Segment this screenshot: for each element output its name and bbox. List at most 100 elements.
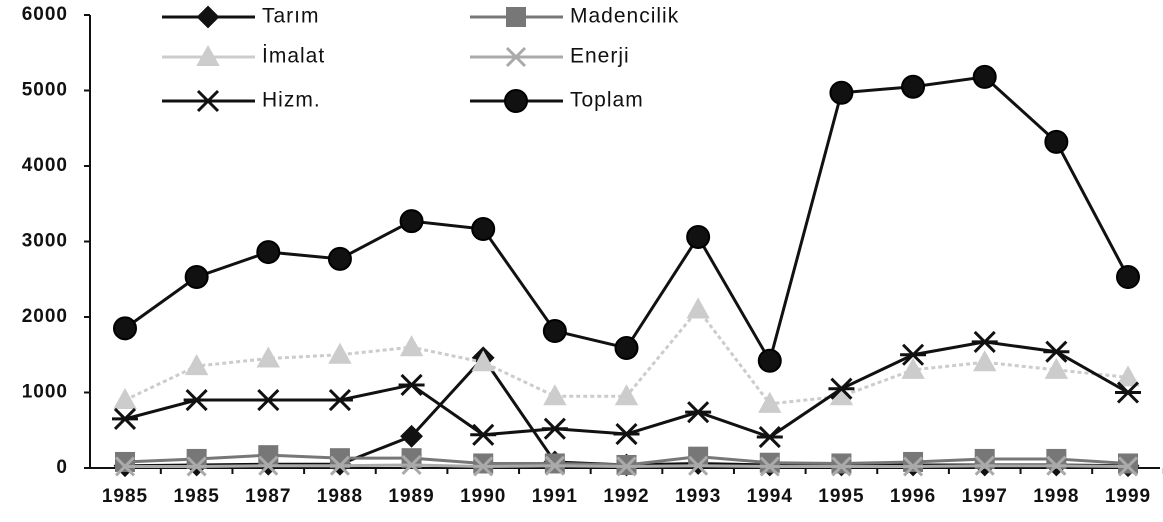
marker: [972, 64, 997, 89]
marker: [1046, 448, 1067, 469]
marker: [326, 388, 353, 412]
marker: [903, 456, 924, 477]
marker: [831, 456, 852, 477]
x-tick-label: 1998: [1033, 486, 1079, 507]
marker: [113, 316, 137, 341]
marker: [613, 422, 640, 446]
legend-text: Enerji: [570, 45, 630, 68]
marker: [504, 89, 528, 113]
marker: [473, 456, 494, 477]
marker: [544, 455, 565, 476]
x-tick-label: 1996: [890, 486, 936, 507]
marker: [184, 354, 209, 376]
marker: [900, 343, 927, 366]
marker: [399, 335, 424, 357]
marker: [256, 240, 281, 265]
marker: [1044, 357, 1069, 379]
marker: [974, 448, 995, 469]
x-tick-label: 1991: [532, 486, 578, 507]
marker: [688, 455, 709, 476]
marker: [1115, 381, 1141, 404]
marker: [258, 455, 279, 476]
marker: [759, 456, 780, 477]
marker: [401, 448, 422, 469]
marker: [901, 74, 926, 99]
marker: [196, 44, 220, 66]
marker: [473, 453, 494, 474]
x-tick-label: 1997: [962, 486, 1008, 507]
marker: [1117, 456, 1139, 477]
marker: [541, 417, 568, 440]
series: [114, 454, 1139, 477]
marker: [328, 342, 352, 364]
marker: [1118, 453, 1138, 474]
marker: [901, 357, 925, 379]
x-tick-label: 1989: [388, 486, 434, 507]
marker: [196, 5, 220, 29]
marker: [831, 453, 852, 474]
marker: [685, 401, 712, 424]
marker: [973, 350, 997, 372]
marker: [327, 246, 352, 271]
marker: [195, 89, 221, 113]
x-tick-label: 1992: [603, 486, 649, 507]
x-tick-label: 1999: [1105, 486, 1151, 507]
marker: [329, 455, 350, 476]
marker: [1043, 340, 1070, 363]
marker: [471, 217, 496, 242]
marker: [757, 348, 782, 373]
marker: [974, 455, 995, 476]
marker: [614, 335, 639, 360]
marker: [686, 224, 711, 249]
marker: [401, 454, 422, 476]
series: [113, 297, 1140, 413]
legend-text: Tarım: [262, 5, 320, 28]
marker: [1116, 264, 1140, 289]
marker: [186, 456, 207, 477]
x-tick-label: 1990: [460, 486, 506, 507]
legend-text: Toplam: [570, 89, 644, 112]
marker: [971, 330, 998, 353]
marker: [256, 346, 280, 368]
marker: [759, 452, 780, 473]
legend-text: Madencilik: [570, 5, 679, 28]
marker: [470, 423, 497, 446]
marker: [399, 209, 424, 234]
marker: [112, 407, 138, 430]
marker: [542, 318, 567, 343]
marker: [758, 391, 782, 413]
y-tick-label: 5000: [22, 80, 68, 101]
marker: [544, 453, 565, 474]
marker: [756, 425, 783, 449]
series-line: [124, 75, 1130, 365]
x-tick-label: 1987: [245, 486, 291, 507]
marker: [113, 387, 137, 410]
x-tick-label: 1994: [747, 486, 793, 507]
marker: [114, 456, 136, 477]
series: [113, 64, 1140, 373]
series: [112, 330, 1141, 449]
marker: [616, 456, 637, 477]
marker: [400, 424, 423, 448]
marker: [1044, 129, 1069, 154]
y-tick-label: 1000: [22, 382, 68, 403]
marker: [506, 7, 526, 27]
legend-text: İmalat: [262, 45, 325, 68]
marker: [828, 377, 855, 400]
y-tick-label: 2000: [22, 306, 68, 327]
x-tick-label: 1985: [102, 486, 148, 507]
x-tick-label: 1985: [174, 486, 220, 507]
marker: [543, 384, 567, 406]
marker: [505, 46, 527, 68]
x-tick-label: 1988: [317, 486, 363, 507]
marker: [183, 388, 210, 412]
y-tick-label: 4000: [22, 155, 68, 176]
marker: [829, 80, 854, 105]
marker: [255, 388, 282, 412]
marker: [184, 264, 209, 289]
y-tick-label: 0: [56, 457, 68, 478]
marker: [471, 350, 495, 372]
marker: [614, 384, 639, 406]
y-tick-label: 3000: [22, 231, 68, 252]
